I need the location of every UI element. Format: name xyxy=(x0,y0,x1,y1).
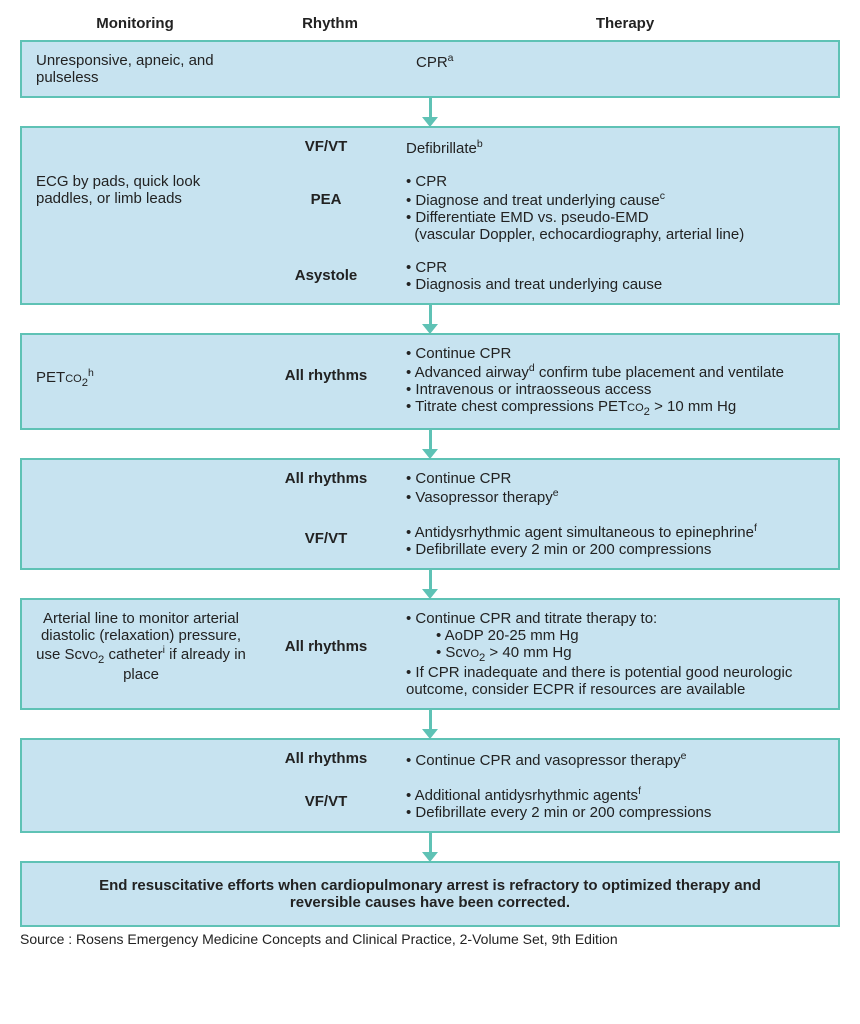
step3-therapy: Continue CPR Advanced airwayd confirm tu… xyxy=(406,345,824,418)
step2-therapy-asystole: CPR Diagnosis and treat underlying cause xyxy=(406,259,824,293)
header-therapy: Therapy xyxy=(410,15,840,32)
step4-therapy-vfvt: Antidysrhythmic agent simultaneous to ep… xyxy=(406,522,824,558)
arrow-3 xyxy=(20,430,840,458)
step-7-end-box: End resuscitative efforts when cardiopul… xyxy=(20,861,840,927)
step2-rhythm-vfvt: VF/VT xyxy=(256,138,406,155)
arrow-4 xyxy=(20,570,840,598)
step-4-box: All rhythms Continue CPR Vasopressor the… xyxy=(20,458,840,570)
step6-therapy-vfvt: Additional antidysrhythmic agentsf Defib… xyxy=(406,785,824,821)
step-1-box: Unresponsive, apneic, and pulseless CPRa xyxy=(20,40,840,98)
step5-rhythm: All rhythms xyxy=(256,610,406,655)
step2-rhythm-asystole: Asystole xyxy=(256,259,406,284)
step6-rhythm-all: All rhythms xyxy=(256,750,406,767)
arrow-1 xyxy=(20,98,840,126)
step3-monitoring: PETco2h xyxy=(36,345,256,389)
step-2-box: VF/VT Defibrillateb ECG by pads, quick l… xyxy=(20,126,840,305)
arrow-2 xyxy=(20,305,840,333)
step1-monitoring: Unresponsive, apneic, and pulseless xyxy=(36,52,256,86)
step4-rhythm-all: All rhythms xyxy=(256,470,406,487)
step5-therapy: • Continue CPR and titrate therapy to: A… xyxy=(406,610,824,698)
arrow-6 xyxy=(20,833,840,861)
step3-rhythm: All rhythms xyxy=(256,345,406,384)
header-monitoring: Monitoring xyxy=(20,15,250,32)
step-3-box: PETco2h All rhythms Continue CPR Advance… xyxy=(20,333,840,430)
step6-rhythm-vfvt: VF/VT xyxy=(256,785,406,810)
step2-therapy-vfvt: Defibrillateb xyxy=(406,138,824,157)
step-6-box: All rhythms • Continue CPR and vasopress… xyxy=(20,738,840,833)
step2-monitoring: ECG by pads, quick look paddles, or limb… xyxy=(36,173,256,207)
step2-rhythm-pea: PEA xyxy=(256,173,406,208)
step5-monitoring: Arterial line to monitor arterial diasto… xyxy=(36,610,256,683)
step4-rhythm-vfvt: VF/VT xyxy=(256,522,406,547)
arrow-5 xyxy=(20,710,840,738)
step1-therapy: CPRa xyxy=(406,52,824,71)
step-5-box: Arterial line to monitor arterial diasto… xyxy=(20,598,840,710)
column-headers: Monitoring Rhythm Therapy xyxy=(20,15,840,32)
step6-therapy-all: • Continue CPR and vasopressor therapye xyxy=(406,750,824,769)
step4-therapy-all: Continue CPR Vasopressor therapye xyxy=(406,470,824,506)
step2-therapy-pea: CPR Diagnose and treat underlying causec… xyxy=(406,173,824,243)
header-rhythm: Rhythm xyxy=(250,15,410,32)
source-citation: Source : Rosens Emergency Medicine Conce… xyxy=(20,931,840,947)
